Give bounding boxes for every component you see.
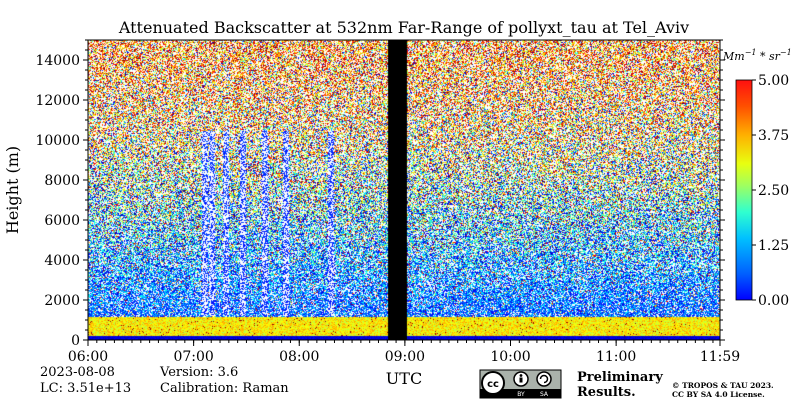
colorbar-tick-label: 3.75 xyxy=(758,128,789,144)
lidar-constant: LC: 3.51e+13 xyxy=(40,381,131,396)
x-tick-label: 07:00 xyxy=(173,349,213,365)
colorbar-tick-label: 5.00 xyxy=(758,73,789,89)
x-tick-label: 08:00 xyxy=(279,349,319,365)
y-axis: 0 2000 4000 6000 8000 10000 12000 14000 xyxy=(35,39,725,349)
colorbar-tick-label: 0.00 xyxy=(758,293,789,309)
colorbar-unit: Mm−1 * sr−1 xyxy=(722,48,792,63)
y-tick-label: 2000 xyxy=(44,293,80,309)
x-tick-label: 10:00 xyxy=(490,349,530,365)
preliminary-label-line1: Preliminary xyxy=(577,370,663,385)
copyright-line2: CC BY SA 4.0 License. xyxy=(672,390,765,399)
x-tick-label: 09:00 xyxy=(385,349,425,365)
x-tick-label: 11:59 xyxy=(700,349,740,365)
y-axis-label: Height (m) xyxy=(3,146,22,234)
by-icon xyxy=(513,371,529,387)
colorbar-ticks: 0.00 1.25 2.50 3.75 5.00 xyxy=(752,73,789,309)
y-tick-label: 6000 xyxy=(44,213,80,229)
y-tick-label: 12000 xyxy=(35,93,80,109)
colorbar xyxy=(735,79,753,301)
y-tick-label: 8000 xyxy=(44,173,80,189)
y-tick-label: 14000 xyxy=(35,53,80,69)
x-tick-label: 06:00 xyxy=(68,349,108,365)
copyright-line1: © TROPOS & TAU 2023. xyxy=(672,381,774,390)
y-tick-label: 0 xyxy=(71,333,80,349)
chart-title: Attenuated Backscatter at 532nm Far-Rang… xyxy=(118,18,689,37)
heatmap-field xyxy=(88,40,720,340)
version-label: Version: 3.6 xyxy=(159,365,238,380)
cc-license-badge[interactable]: cc BY SA xyxy=(479,369,562,399)
calibration-label: Calibration: Raman xyxy=(160,381,289,396)
license-sa-label: SA xyxy=(540,391,549,398)
colorbar-tick-label: 1.25 xyxy=(758,238,789,254)
y-tick-label: 4000 xyxy=(44,253,80,269)
license-by-label: BY xyxy=(517,391,525,398)
x-axis-label: UTC xyxy=(386,369,422,388)
y-tick-label: 10000 xyxy=(35,133,80,149)
x-axis: 06:00 07:00 08:00 09:00 10:00 11:00 11:59 xyxy=(68,340,740,365)
x-tick-label: 11:00 xyxy=(596,349,636,365)
sa-icon xyxy=(536,371,552,387)
colorbar-tick-label: 2.50 xyxy=(758,183,789,199)
measurement-date: 2023-08-08 xyxy=(40,365,115,380)
svg-text:cc: cc xyxy=(487,379,499,390)
cc-icon: cc xyxy=(481,371,505,395)
preliminary-label-line2: Results. xyxy=(577,385,636,400)
